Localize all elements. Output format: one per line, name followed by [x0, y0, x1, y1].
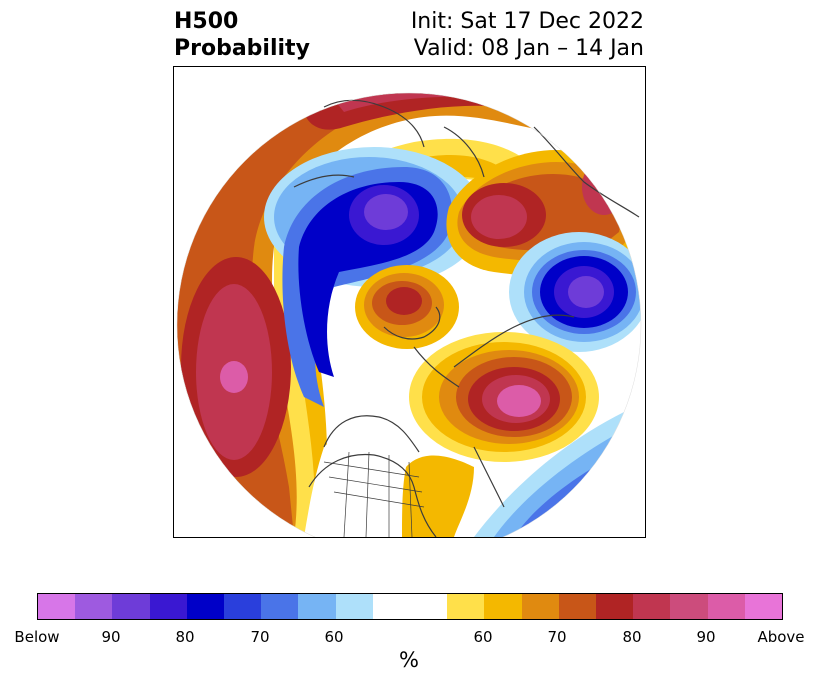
title-product: Probability: [174, 36, 310, 61]
coastlines: [293, 99, 640, 537]
title-right: Init: Sat 17 Dec 2022 Valid: 08 Jan – 14…: [411, 8, 644, 62]
state-borders: [323, 451, 425, 537]
colorbar-segment: [261, 594, 299, 619]
colorbar-segment: [298, 594, 336, 619]
colorbar-segment: [75, 594, 113, 619]
colorbar-segment: [372, 594, 411, 619]
colorbar-segment: [38, 594, 76, 619]
siberia-below-peak: [364, 194, 408, 230]
se-us-above-65: [402, 455, 474, 537]
north-america-neutral: [304, 428, 420, 537]
north-pacific-peak: [220, 361, 248, 393]
ural-above-85: [582, 159, 626, 215]
map-svg: [176, 92, 642, 537]
colorbar-tick-label: 70: [547, 628, 567, 646]
europe-above-85: [471, 195, 527, 239]
colorbar-tick-label: 60: [473, 628, 493, 646]
colorbar-tick-label: 70: [250, 628, 270, 646]
north-asia-above-80: [303, 93, 504, 130]
north-asia-above-85: [324, 93, 474, 112]
colorbar-tick-label: Below: [14, 628, 60, 646]
atlantic-above-peak: [497, 385, 541, 417]
colorbar-segment: [149, 594, 187, 619]
colorbar-segment: [558, 594, 597, 619]
title-init-date: Init: Sat 17 Dec 2022: [410, 9, 644, 34]
colorbar-segment: [670, 594, 708, 619]
colorbar-tick-label: Above: [757, 628, 805, 646]
colorbar-tick-label: 90: [101, 628, 121, 646]
colorbar-segment: [224, 594, 262, 619]
colorbar-segment: [633, 594, 671, 619]
colorbar-segment: [707, 594, 745, 619]
colorbar-segment: [484, 594, 522, 619]
title-variable: H500: [174, 9, 239, 34]
colorbar-tick-label: 90: [696, 628, 716, 646]
arctic-above-80: [386, 287, 422, 315]
colorbar-tick-label: 80: [622, 628, 642, 646]
colorbar-segment: [596, 594, 634, 619]
map-disk-edge: [176, 92, 642, 537]
colorbar-segment: [447, 594, 485, 619]
colorbar-segment: [335, 594, 373, 619]
asia-below-peak: [568, 276, 604, 308]
colorbar-tick-label: 60: [324, 628, 344, 646]
colorbar-units-label: %: [399, 648, 419, 672]
colorbar-segment: [521, 594, 559, 619]
title-valid-range: Valid: 08 Jan – 14 Jan: [413, 36, 644, 61]
colorbar-segment: [744, 594, 783, 619]
title-left: H500 Probability: [174, 8, 310, 62]
colorbar-segment: [112, 594, 150, 619]
colorbar-segment: [410, 594, 448, 619]
colorbar-tick-label: 80: [175, 628, 195, 646]
colorbar: [37, 593, 783, 620]
probability-map: [173, 66, 646, 538]
colorbar-segment: [186, 594, 225, 619]
